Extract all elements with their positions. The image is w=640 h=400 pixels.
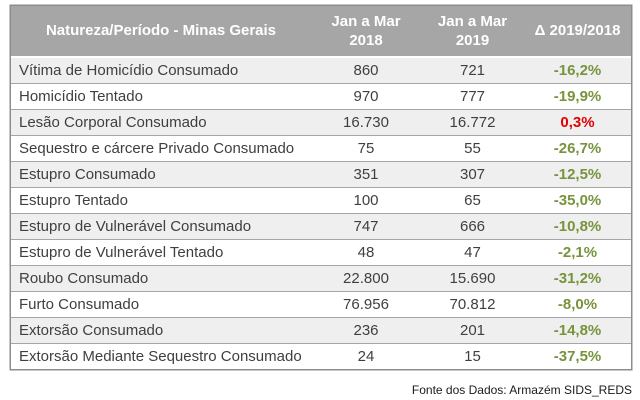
value-2019: 777: [421, 82, 524, 109]
value-2019: 70.812: [421, 290, 524, 317]
row-label: Estupro Consumado: [11, 160, 311, 187]
table-header: Natureza/Período - Minas Gerais Jan a Ma…: [11, 6, 631, 58]
delta-value: 0,3%: [524, 108, 631, 135]
row-label: Homicídio Tentado: [11, 82, 311, 109]
value-2019: 15: [421, 342, 524, 369]
table-row: Vítima de Homicídio Consumado 860 721 -16,2…: [11, 57, 631, 83]
value-2018: 100: [311, 186, 421, 213]
value-2019: 65: [421, 186, 524, 213]
table-row: Homicídio Tentado 970 777 -19,9%: [11, 82, 631, 109]
value-2018: 747: [311, 212, 421, 239]
table-row: Sequestro e cárcere Privado Consumado 75 5…: [11, 134, 631, 161]
row-label: Roubo Consumado: [11, 264, 311, 291]
row-label: Extorsão Consumado: [11, 316, 311, 343]
row-label: Estupro de Vulnerável Tentado: [11, 238, 311, 265]
value-2018: 75: [311, 134, 421, 161]
row-label: Furto Consumado: [11, 290, 311, 317]
header-jan-mar-2019: Jan a Mar 2019: [421, 6, 524, 58]
table-row: Estupro Tentado 100 65 -35,0%: [11, 186, 631, 213]
value-2018: 16.730: [311, 108, 421, 135]
value-2018: 48: [311, 238, 421, 265]
data-source-note: Fonte dos Dados: Armazém SIDS_REDS: [411, 383, 632, 397]
header-2019-line2: 2019: [455, 32, 490, 49]
delta-value: -35,0%: [524, 186, 631, 213]
header-2018-line2: 2018: [349, 32, 383, 49]
table-row: Estupro de Vulnerável Tentado 48 47 -2,1%: [11, 238, 631, 265]
table-row: Estupro de Vulnerável Consumado 747 666 -10…: [11, 212, 631, 239]
table-row: Lesão Corporal Consumado 16.730 16.772 0,3%: [11, 108, 631, 135]
table-body: Vítima de Homicídio Consumado 860 721 -16,2…: [11, 57, 631, 369]
header-delta-label: Δ 2019/2018: [534, 22, 621, 40]
value-2018: 22.800: [311, 264, 421, 291]
value-2018: 970: [311, 82, 421, 109]
row-label: Extorsão Mediante Sequestro Consumado: [11, 342, 311, 369]
crime-stats-table: Natureza/Período - Minas Gerais Jan a Ma…: [11, 6, 631, 369]
delta-value: -2,1%: [524, 238, 631, 265]
row-label: Estupro Tentado: [11, 186, 311, 213]
delta-value: -16,2%: [553, 61, 602, 79]
row-label: Sequestro e cárcere Privado Consumado: [11, 134, 311, 161]
value-2018: 236: [311, 316, 421, 343]
table-row: Extorsão Consumado 236 201 -14,8%: [11, 316, 631, 343]
value-2019: 307: [421, 160, 524, 187]
header-jan-mar-2018: Jan a Mar 2018: [311, 6, 421, 58]
value-2018: 76.956: [311, 290, 421, 317]
delta-value: -8,0%: [524, 290, 631, 317]
value-2019: 16.772: [421, 108, 524, 135]
table-row: Estupro Consumado 351 307 -12,5%: [11, 160, 631, 187]
delta-value: -14,8%: [524, 316, 631, 343]
delta-value: -19,9%: [524, 82, 631, 109]
value-2018: 24: [311, 342, 421, 369]
header-row: Natureza/Período - Minas Gerais Jan a Ma…: [11, 6, 631, 58]
header-2018-line1: Jan a Mar: [331, 12, 401, 30]
value-2019: 201: [421, 316, 524, 343]
row-label: Lesão Corporal Consumado: [11, 108, 311, 135]
table-row: Roubo Consumado 22.800 15.690 -31,2%: [11, 264, 631, 291]
delta-value: -26,7%: [524, 134, 631, 161]
value-2018: 860: [353, 61, 379, 79]
row-label: Estupro de Vulnerável Consumado: [11, 212, 311, 239]
header-2019-line1: Jan a Mar: [437, 12, 508, 30]
row-label: Vítima de Homicídio Consumado: [19, 61, 239, 79]
value-2018: 351: [311, 160, 421, 187]
table-row: Furto Consumado 76.956 70.812 -8,0%: [11, 290, 631, 317]
value-2019: 721: [459, 61, 486, 79]
statistics-table: Natureza/Período - Minas Gerais Jan a Ma…: [10, 5, 632, 370]
delta-value: -37,5%: [524, 342, 631, 369]
value-2019: 47: [421, 238, 524, 265]
delta-value: -31,2%: [524, 264, 631, 291]
value-2019: 55: [421, 134, 524, 161]
delta-value: -10,8%: [524, 212, 631, 239]
value-2019: 666: [421, 212, 524, 239]
header-delta: Δ 2019/2018: [524, 6, 631, 58]
header-nature-period: Natureza/Período - Minas Gerais: [11, 6, 311, 58]
value-2019: 15.690: [421, 264, 524, 291]
delta-value: -12,5%: [524, 160, 631, 187]
table-row: Extorsão Mediante Sequestro Consumado 24 1…: [11, 342, 631, 369]
header-nature-label: Natureza/Período - Minas Gerais: [45, 22, 277, 40]
